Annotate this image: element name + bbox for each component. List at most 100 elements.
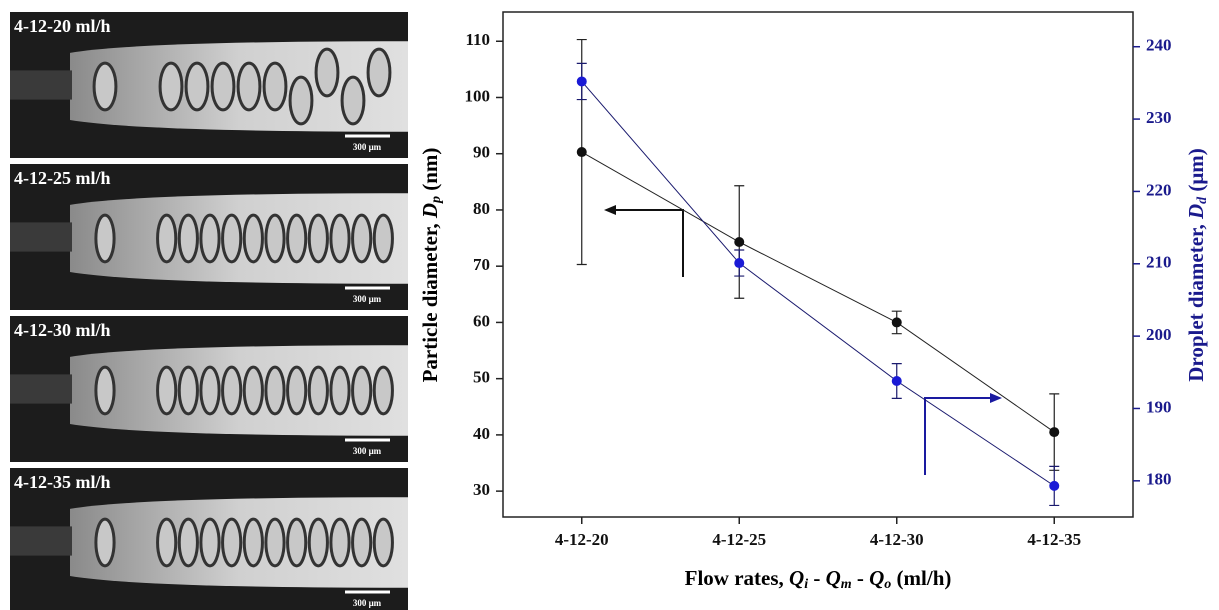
droplet [177, 365, 199, 416]
label-part: (μm) [1184, 148, 1208, 197]
label-part: m [841, 577, 852, 592]
panel-label: 4-12-25 ml/h [14, 168, 111, 188]
arrows [604, 205, 1002, 475]
droplet [262, 61, 288, 112]
point [891, 375, 902, 386]
micrographs: 4-12-20 ml/h 300 μm 4-12-25 ml/h 300 μm 4-12… [10, 12, 408, 610]
arrow-head [990, 393, 1002, 403]
droplet [286, 365, 308, 416]
y2-tick-label: 200 [1146, 325, 1172, 344]
droplet [264, 365, 286, 416]
y2-tick-label: 230 [1146, 108, 1172, 127]
label-part: Flow rates, [685, 566, 789, 590]
label-part: p [429, 196, 444, 204]
y-tick-label: 30 [473, 480, 490, 499]
nozzle [10, 70, 72, 100]
droplet [236, 61, 262, 112]
label-part: i [804, 577, 808, 592]
label-part: (ml/h) [891, 566, 951, 590]
droplet [372, 517, 394, 568]
x-tick-label: 4-12-25 [712, 530, 766, 549]
droplet [264, 517, 286, 568]
droplet [221, 365, 243, 416]
label-part: Droplet diameter, [1184, 219, 1208, 382]
y2-tick-label: 210 [1146, 253, 1172, 272]
x-tick-label: 4-12-20 [555, 530, 609, 549]
arrow-head [604, 205, 616, 215]
nozzle [10, 222, 72, 252]
plot-frame [502, 11, 1134, 518]
droplet [372, 365, 394, 416]
droplet [264, 213, 286, 264]
droplet [288, 75, 314, 126]
y2-axis-label: Droplet diameter, Dd (μm) [1184, 148, 1210, 382]
droplet [158, 61, 184, 112]
panel-label: 4-12-30 ml/h [14, 320, 111, 340]
point [576, 147, 587, 158]
panel-label: 4-12-35 ml/h [14, 472, 111, 492]
y-axis-label: Particle diameter, Dp (nm) [418, 148, 444, 383]
left-axis-arrow [612, 209, 684, 277]
droplet [366, 47, 392, 98]
y-tick-label: 110 [465, 30, 490, 49]
droplet [94, 213, 116, 264]
droplet [177, 213, 199, 264]
label-part: Q [869, 566, 884, 590]
y-tick-label: 40 [473, 424, 490, 443]
droplet [351, 365, 373, 416]
droplet [351, 213, 373, 264]
label-part: Q [826, 566, 841, 590]
point [576, 76, 587, 87]
y-tick-label: 90 [473, 143, 490, 162]
label-part: o [884, 577, 891, 592]
x-tick-label: 4-12-35 [1027, 530, 1081, 549]
y2-tick-label: 180 [1146, 470, 1172, 489]
droplet [242, 517, 264, 568]
scale-label: 300 μm [353, 446, 382, 456]
droplet [221, 213, 243, 264]
label-part: - [852, 566, 870, 590]
droplet [156, 517, 178, 568]
droplet [242, 365, 264, 416]
y2-tick-label: 240 [1146, 36, 1172, 55]
droplet [184, 61, 210, 112]
y-tick-label: 60 [473, 311, 490, 330]
scale-label: 300 μm [353, 598, 382, 608]
label-part: d [1195, 196, 1210, 204]
label-part: - [808, 566, 826, 590]
droplet [329, 517, 351, 568]
droplet [177, 517, 199, 568]
droplet [372, 213, 394, 264]
series-line [581, 81, 1055, 487]
droplet [242, 213, 264, 264]
scale-label: 300 μm [353, 294, 382, 304]
droplet [314, 47, 340, 98]
point [1049, 480, 1060, 491]
droplet [351, 517, 373, 568]
label-part: Q [789, 566, 804, 590]
droplet [199, 365, 221, 416]
x-tick-label: 4-12-30 [870, 530, 924, 549]
nozzle [10, 374, 72, 404]
droplet [94, 365, 116, 416]
droplet [199, 517, 221, 568]
droplet [92, 61, 118, 112]
droplet [329, 365, 351, 416]
droplet [199, 213, 221, 264]
point [734, 237, 745, 248]
droplet [286, 517, 308, 568]
droplet [156, 213, 178, 264]
point [891, 317, 902, 328]
droplet [340, 75, 366, 126]
droplet [210, 61, 236, 112]
y-tick-label: 50 [473, 368, 490, 387]
scale-label: 300 μm [353, 142, 382, 152]
label-part: Particle diameter, [418, 218, 442, 382]
right-axis-arrow [924, 397, 994, 475]
x-axis-label: Flow rates, Qi - Qm - Qo (ml/h) [685, 566, 952, 592]
y-tick-label: 100 [465, 86, 491, 105]
panel-label: 4-12-20 ml/h [14, 16, 111, 36]
label-part: (nm) [418, 148, 442, 196]
